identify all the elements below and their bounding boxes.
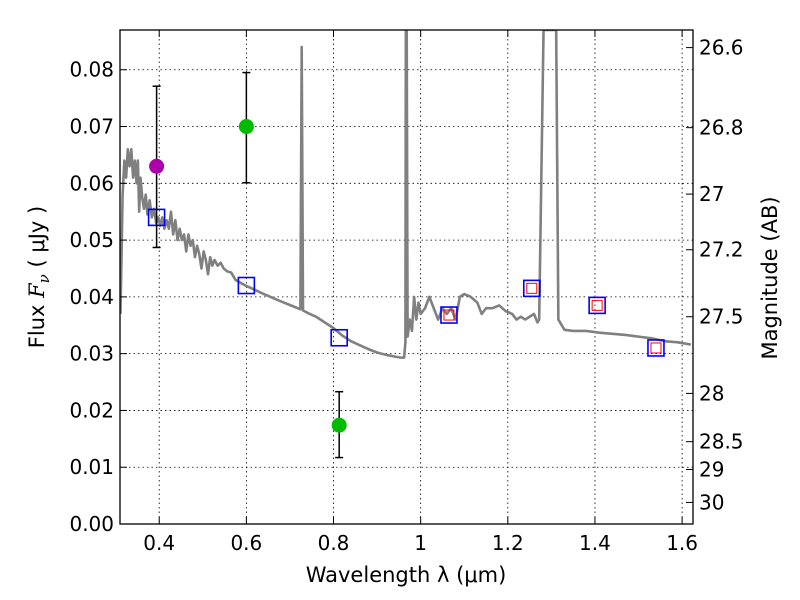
model-photometry-square	[440, 306, 458, 324]
sed-model-line	[120, 30, 692, 359]
observed-flux-point	[149, 158, 165, 174]
y-tick-label: 0.02	[69, 398, 114, 422]
y-tick-label: 0.07	[69, 115, 114, 139]
observed-photometry-square	[591, 299, 603, 311]
y-axis-label: Flux Fν ( μJy )	[25, 206, 53, 348]
y-axis-label-suffix: ( μJy )	[25, 206, 49, 274]
magnitude-axis-ticks: 26.6 26.8 27 27.2 27.5 28 28.5 29 30	[686, 36, 744, 514]
plot-frame	[119, 29, 694, 525]
observed-photometry-square	[650, 342, 662, 354]
x-axis-ticks: 0.4 0.6 0.8 1 1.2 1.4 1.6	[143, 30, 698, 555]
x-tick-label: 0.6	[230, 531, 262, 555]
y-axis-label-subscript: ν	[35, 274, 53, 283]
model-photometry-square	[647, 339, 665, 357]
x-tick-label: 0.4	[143, 531, 175, 555]
magnitude-tick-label: 28	[699, 381, 724, 405]
observed-photometry-square	[443, 309, 455, 321]
y-tick-label: 0.04	[69, 285, 114, 309]
y-tick-label: 0.01	[69, 455, 114, 479]
y-axis-label-symbol: F	[25, 282, 49, 299]
y-tick-label: 0.03	[69, 342, 114, 366]
y-tick-label: 0.05	[69, 228, 114, 252]
model-photometry-square	[522, 279, 541, 298]
magnitude-tick-label: 26.8	[699, 116, 744, 140]
magnitude-tick-label: 27	[699, 182, 724, 206]
model-photometry-square	[237, 276, 256, 295]
x-tick-label: 1	[414, 531, 427, 555]
y-axis-ticks: 0.00 0.01 0.02 0.03 0.04 0.05 0.06 0.07 0.08	[69, 58, 127, 536]
observed-flux-point	[331, 417, 347, 433]
x-axis-label: Wavelength λ (μm)	[306, 563, 507, 587]
y-tick-label: 0.08	[69, 58, 114, 82]
observed-flux-point	[238, 119, 254, 135]
data-series	[120, 30, 692, 459]
model-photometry-square	[330, 328, 348, 347]
model-photometry-square	[588, 296, 606, 315]
y-tick-label: 0.00	[69, 512, 114, 536]
x-tick-label: 1.6	[666, 531, 698, 555]
x-tick-label: 1.4	[579, 531, 611, 555]
magnitude-axis-label: Magnitude (AB)	[758, 196, 782, 359]
y-tick-label: 0.06	[69, 171, 114, 195]
observed-photometry-square	[526, 282, 538, 294]
magnitude-tick-label: 26.6	[699, 36, 744, 60]
magnitude-tick-label: 27.2	[699, 238, 744, 262]
magnitude-tick-label: 29	[699, 457, 724, 481]
magnitude-tick-label: 28.5	[699, 430, 744, 454]
magnitude-tick-label: 30	[699, 490, 724, 514]
magnitude-tick-label: 27.5	[699, 305, 744, 329]
y-axis-label-prefix: Flux	[25, 298, 49, 348]
x-tick-label: 0.8	[318, 531, 350, 555]
x-tick-label: 1.2	[492, 531, 524, 555]
